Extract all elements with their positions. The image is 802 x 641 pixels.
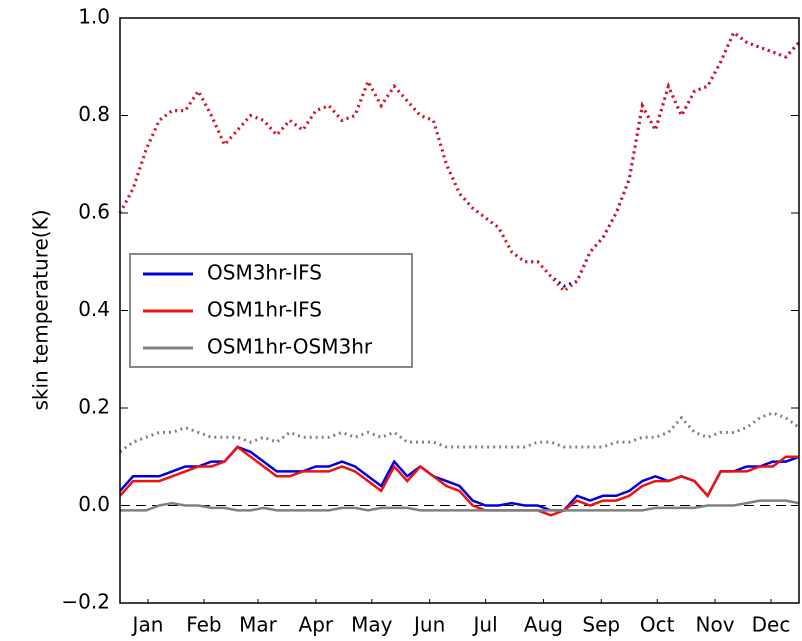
legend-label: OSM3hr-IFS	[207, 261, 322, 285]
dotted-line	[118, 30, 801, 294]
y-tick-label: 1.0	[78, 5, 110, 29]
x-tick-label: Jun	[412, 613, 445, 637]
y-tick-label: 0.4	[78, 297, 110, 321]
legend-label: OSM1hr-OSM3hr	[207, 335, 373, 359]
y-tick-label: 0.8	[78, 102, 110, 126]
x-tick-label: Apr	[299, 613, 334, 637]
x-tick-label: Nov	[696, 613, 735, 637]
x-tick-label: Mar	[239, 613, 278, 637]
x-tick-label: May	[351, 613, 393, 637]
y-tick-label: −0.2	[61, 590, 110, 614]
dotted-line	[119, 411, 800, 454]
line	[119, 445, 800, 512]
y-tick-label: 0.0	[78, 492, 110, 516]
x-tick-label: Jul	[472, 613, 498, 637]
y-axis-label: skin temperature(K)	[29, 209, 53, 410]
x-tick-label: Feb	[186, 613, 221, 637]
y-tick-label: 0.2	[78, 395, 110, 419]
plot-frame	[119, 17, 800, 604]
x-tick-label: Sep	[582, 613, 620, 637]
dotted-line	[118, 30, 801, 288]
x-tick-label: Jan	[131, 613, 164, 637]
legend-label: OSM1hr-IFS	[207, 298, 322, 322]
line	[120, 499, 800, 512]
line	[119, 445, 799, 517]
x-tick-label: Dec	[752, 613, 791, 637]
x-tick-label: Oct	[640, 613, 675, 637]
y-tick-label: 0.6	[78, 200, 110, 224]
x-tick-label: Aug	[524, 613, 563, 637]
